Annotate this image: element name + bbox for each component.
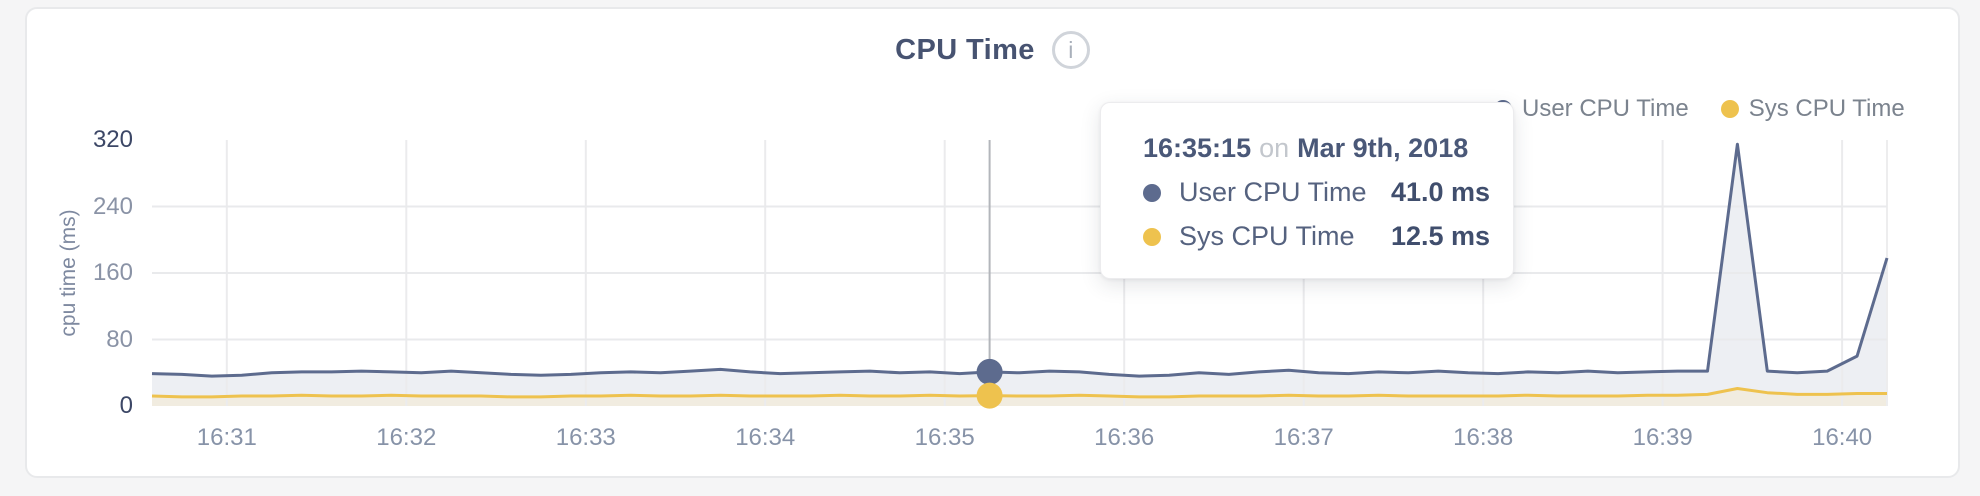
- hover-marker-user[interactable]: [976, 358, 1003, 385]
- tooltip-user-label: User CPU Time: [1179, 177, 1367, 207]
- user-series-dot-icon: [1143, 183, 1161, 202]
- tooltip-user-value: 41.0 ms: [1391, 177, 1491, 207]
- y-axis-tick-240: 240: [92, 192, 133, 220]
- tooltip-date: Mar 9th, 2018: [1297, 133, 1469, 163]
- y-axis-tick-80: 80: [106, 325, 133, 353]
- x-axis-tick-16-37: 16:37: [1273, 424, 1334, 451]
- user-cpu-line: [151, 142, 1889, 378]
- legend-label-sys: Sys CPU Time: [1748, 95, 1905, 122]
- tooltip-sys-value: 12.5 ms: [1391, 221, 1491, 251]
- x-axis-tick-16-39: 16:39: [1632, 424, 1693, 451]
- chart-card: CPU Time i User CPU Time Sys CPU Time cp…: [25, 7, 1960, 478]
- x-axis-tick-16-33: 16:33: [555, 424, 616, 451]
- chart-title: CPU Time: [895, 33, 1035, 66]
- x-axis-tick-16-38: 16:38: [1453, 424, 1514, 451]
- user-area-fill: [152, 144, 1887, 406]
- hover-tooltip: 16:35:15 on Mar 9th, 2018 User CPU Time 41…: [1100, 102, 1514, 279]
- legend: User CPU Time Sys CPU Time: [1494, 95, 1905, 123]
- x-axis-tick-16-40: 16:40: [1812, 424, 1873, 451]
- y-axis-tick-0: 0: [119, 392, 133, 419]
- info-icon[interactable]: i: [1051, 31, 1090, 69]
- y-axis-tick-320: 320: [92, 126, 133, 153]
- y-axis-tick-160: 160: [92, 259, 133, 286]
- x-axis-tick-16-36: 16:36: [1094, 424, 1155, 451]
- legend-item-user-cpu-time[interactable]: User CPU Time: [1494, 95, 1689, 123]
- x-axis-tick-16-35: 16:35: [914, 424, 975, 451]
- tooltip-time: 16:35:15: [1143, 133, 1252, 163]
- x-axis-tick-16-31: 16:31: [196, 424, 257, 451]
- sys-cpu-line: [151, 387, 1887, 399]
- tooltip-sys-label: Sys CPU Time: [1179, 221, 1355, 251]
- sys-series-dot-icon: [1143, 227, 1161, 246]
- tooltip-header: 16:35:15 on Mar 9th, 2018: [1143, 133, 1485, 164]
- sys-series-dot-icon: [1720, 100, 1739, 118]
- chart-header: CPU Time i: [27, 31, 1958, 69]
- legend-label-user: User CPU Time: [1522, 95, 1689, 122]
- legend-item-sys-cpu-time[interactable]: Sys CPU Time: [1720, 95, 1905, 123]
- tooltip-row-sys: Sys CPU Time 12.5 ms: [1143, 221, 1490, 252]
- tooltip-row-user: User CPU Time 41.0 ms: [1143, 177, 1490, 208]
- hover-marker-sys[interactable]: [976, 382, 1003, 409]
- tooltip-connector: on: [1259, 133, 1290, 163]
- x-axis-tick-16-34: 16:34: [735, 424, 796, 451]
- x-axis-tick-16-32: 16:32: [376, 424, 437, 451]
- plot-area[interactable]: [151, 140, 1889, 409]
